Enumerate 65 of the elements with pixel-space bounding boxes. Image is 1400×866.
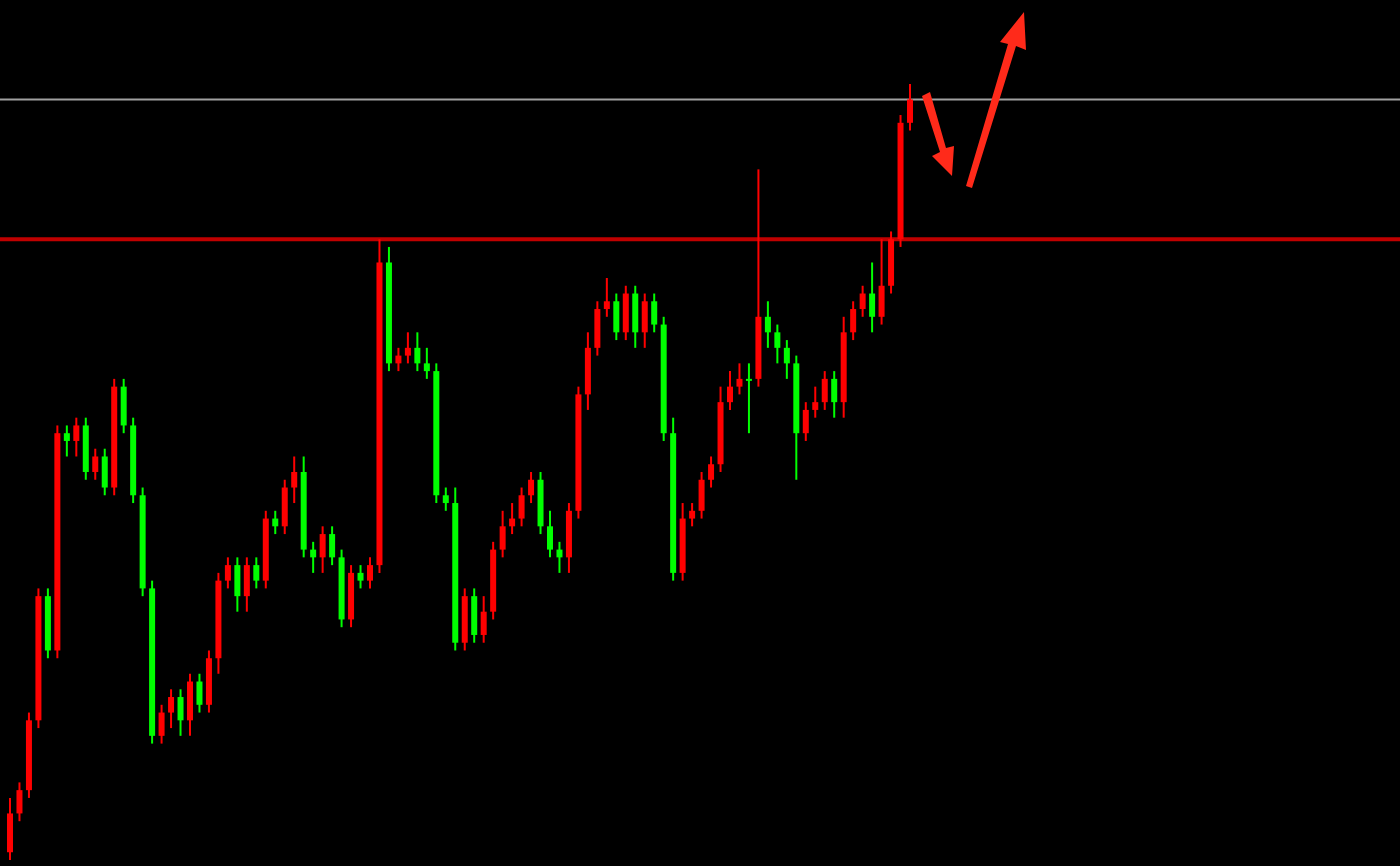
- candlestick: [907, 83, 913, 132]
- candlestick: [461, 587, 468, 652]
- candlestick: [622, 284, 629, 342]
- candlestick: [518, 486, 525, 528]
- candlestick: [7, 796, 13, 861]
- candlestick: [329, 525, 336, 567]
- candlestick: [196, 672, 203, 714]
- candlestick: [547, 509, 553, 559]
- candlestick: [689, 502, 696, 528]
- candlestick: [101, 447, 108, 497]
- candlestick: [92, 447, 99, 481]
- candlestick: [594, 300, 601, 357]
- candlestick: [253, 556, 260, 590]
- candlestick: [641, 292, 648, 349]
- candlestick: [367, 556, 373, 590]
- candlestick: [168, 688, 175, 730]
- candlestick: [528, 471, 535, 505]
- candlestick: [584, 331, 591, 411]
- candlestick: [651, 292, 658, 334]
- candlestick: [727, 370, 733, 411]
- candlestick: [802, 401, 809, 442]
- candlestick: [158, 703, 165, 745]
- candlestick: [442, 486, 449, 512]
- candlestick: [499, 509, 506, 559]
- candlestick: [565, 502, 572, 574]
- candlestick: [812, 385, 819, 419]
- candlestick: [888, 230, 895, 295]
- candlestick: [224, 556, 231, 590]
- candlestick: [859, 284, 866, 318]
- candlestick: [698, 471, 705, 520]
- candlestick: [878, 238, 885, 326]
- candlestick: [82, 416, 89, 481]
- candlestick: [120, 377, 127, 435]
- candlestick: [745, 362, 752, 435]
- candlestick: [783, 339, 790, 380]
- candlestick: [404, 331, 411, 365]
- candlestick: [348, 564, 355, 629]
- candlestick: [319, 525, 326, 574]
- candlestick: [291, 455, 298, 505]
- candlestick: [357, 564, 364, 590]
- candlestick: [831, 370, 838, 419]
- candlestick: [869, 261, 876, 334]
- candlestick: [850, 300, 857, 342]
- candlestick: [414, 331, 421, 373]
- candlestick: [281, 478, 288, 536]
- candlestick: [537, 471, 544, 536]
- candlestick: [708, 455, 715, 489]
- candlestick: [736, 362, 743, 396]
- candlestick: [774, 323, 781, 365]
- candlestick: [73, 416, 80, 458]
- candlestick: [63, 424, 70, 458]
- candlestick: [187, 672, 193, 737]
- candlestick: [234, 556, 241, 613]
- candlestick: [16, 781, 23, 823]
- candlestick: [764, 300, 771, 349]
- candlestick: [205, 649, 212, 714]
- candlestick: [821, 370, 828, 411]
- candlestick: [471, 587, 478, 644]
- candlestick: [632, 284, 639, 349]
- candlestick: [613, 292, 620, 342]
- candlestick: [177, 688, 184, 737]
- candlestick: [480, 595, 487, 644]
- candlestick: [243, 556, 250, 613]
- candlestick: [423, 346, 430, 380]
- candlestick: [603, 277, 610, 318]
